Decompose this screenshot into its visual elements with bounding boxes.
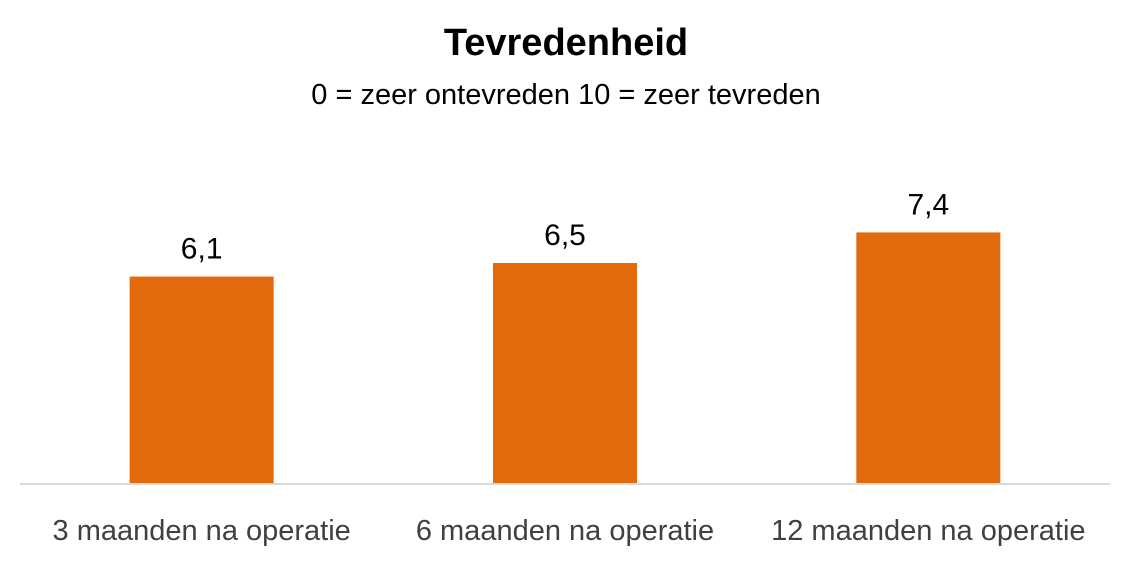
category-label-2: 6 maanden na operatie — [416, 515, 714, 547]
data-label-2: 6,5 — [544, 219, 586, 252]
bars-layer — [129, 232, 1001, 484]
bar-3 — [856, 232, 1001, 484]
category-label-1: 3 maanden na operatie — [53, 515, 351, 547]
bar-1 — [129, 276, 274, 484]
category-label-3: 12 maanden na operatie — [771, 515, 1085, 547]
data-label-1: 6,1 — [181, 233, 223, 266]
labels-layer: 6,1 3 maanden na operatie 6,5 6 maanden na … — [53, 188, 1086, 547]
chart-subtitle: 0 = zeer ontevreden 10 = zeer tevreden — [311, 79, 821, 111]
chart-title: Tevredenheid — [443, 22, 689, 64]
bar-2 — [493, 263, 637, 484]
data-label-3: 7,4 — [907, 188, 949, 221]
